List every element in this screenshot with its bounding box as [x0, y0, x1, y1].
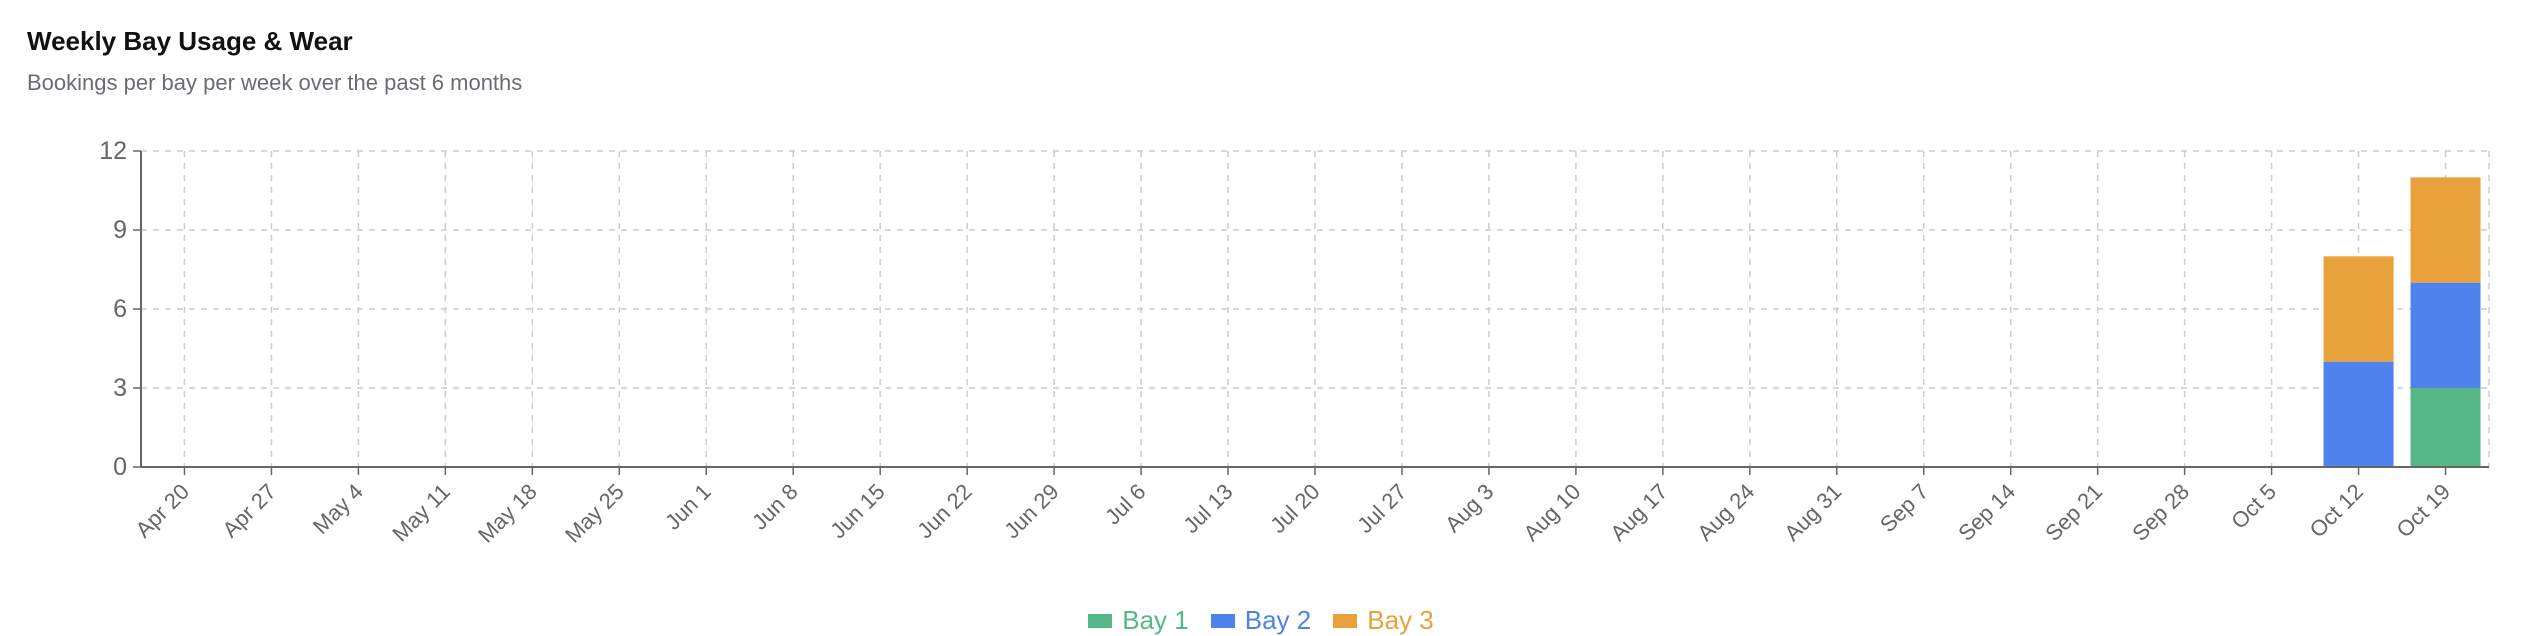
- legend-label: Bay 1: [1122, 605, 1189, 635]
- bar-bay-2: [2323, 361, 2394, 467]
- x-tick-label: May 11: [387, 479, 455, 547]
- bar-bay-3: [2323, 256, 2394, 362]
- x-tick-label: Apr 27: [217, 479, 281, 543]
- bar-bay-1: [2410, 388, 2481, 467]
- legend-item[interactable]: Bay 3: [1333, 605, 1434, 636]
- x-tick-label: Aug 3: [1440, 479, 1498, 537]
- x-tick-label: Jun 22: [912, 479, 976, 543]
- y-tick-label: 3: [113, 374, 127, 402]
- x-tick-label: May 4: [308, 479, 368, 539]
- x-tick-label: Jul 13: [1178, 479, 1237, 538]
- x-tick-label: Aug 17: [1605, 479, 1672, 546]
- bar-bay-3: [2410, 177, 2481, 283]
- legend-swatch: [1333, 613, 1358, 628]
- x-tick-label: Sep 14: [1953, 479, 2020, 546]
- x-tick-label: Jul 20: [1265, 479, 1324, 538]
- x-tick-label: Oct 5: [2226, 479, 2281, 534]
- y-tick-label: 6: [113, 295, 127, 323]
- x-tick-label: Jun 29: [999, 479, 1063, 543]
- legend-swatch: [1088, 613, 1113, 628]
- x-tick-label: Jun 15: [825, 479, 889, 543]
- x-tick-label: May 25: [560, 479, 629, 548]
- x-tick-label: Sep 21: [2040, 479, 2107, 546]
- x-tick-label: Aug 31: [1779, 479, 1846, 546]
- x-tick-label: Jun 8: [747, 479, 803, 535]
- x-tick-label: Oct 12: [2305, 479, 2369, 543]
- y-tick-label: 0: [113, 453, 127, 481]
- x-tick-label: Apr 20: [130, 479, 194, 543]
- x-tick-label: Aug 24: [1692, 479, 1759, 546]
- legend: Bay 1 Bay 2 Bay 3: [0, 605, 2522, 636]
- chart-title: Weekly Bay Usage & Wear: [27, 26, 353, 56]
- x-tick-label: Oct 19: [2392, 479, 2456, 543]
- x-tick-label: Sep 28: [2127, 479, 2194, 546]
- y-tick-label: 12: [99, 137, 127, 165]
- legend-label: Bay 2: [1244, 605, 1312, 635]
- y-tick-label: 9: [113, 216, 127, 244]
- x-tick-label: Jul 6: [1100, 479, 1151, 530]
- chart-subtitle: Bookings per bay per week over the past …: [27, 70, 523, 95]
- legend-item[interactable]: Bay 2: [1210, 605, 1312, 636]
- x-tick-label: Aug 10: [1518, 479, 1585, 546]
- x-tick-label: May 18: [473, 479, 542, 548]
- x-tick-label: Jun 1: [660, 479, 716, 535]
- bar-bay-2: [2410, 282, 2481, 388]
- legend-label: Bay 3: [1367, 605, 1434, 635]
- x-tick-label: Sep 7: [1875, 479, 1933, 537]
- legend-item[interactable]: Bay 1: [1088, 605, 1189, 636]
- legend-swatch: [1210, 613, 1235, 628]
- x-tick-label: Jul 27: [1352, 479, 1411, 538]
